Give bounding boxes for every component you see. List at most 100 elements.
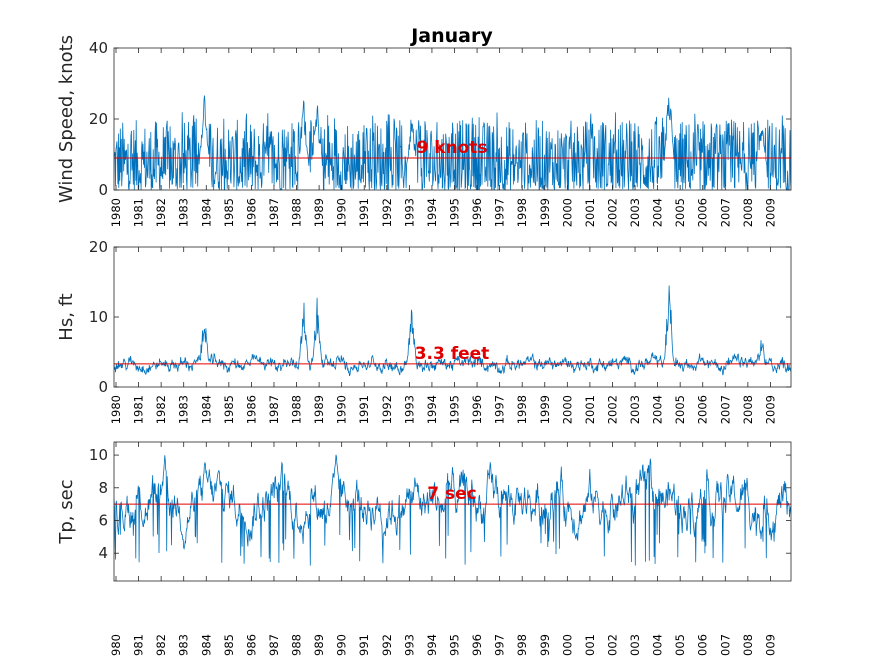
panels: 9 knots 0 20 40 Wind Speed, knots 1980 1981 198… <box>56 35 792 656</box>
xtick-label: 2000 <box>560 395 574 424</box>
ylabel-1: Wind Speed, knots <box>56 35 77 203</box>
xtick-label: 2005 <box>673 634 687 656</box>
xtick-label: 1983 <box>177 634 191 656</box>
xtick-label: 2007 <box>718 198 732 227</box>
xtick-label: 1988 <box>290 395 304 424</box>
xtick-label: 1994 <box>425 395 439 424</box>
xtick-label: 1989 <box>312 634 326 656</box>
xtick-label: 1993 <box>402 395 416 424</box>
xtick-label: 1995 <box>448 634 462 656</box>
xtick-label: 1989 <box>312 395 326 424</box>
ytick-label: 20 <box>89 110 108 128</box>
panel-1: 9 knots 0 20 40 Wind Speed, knots 1980 1981 198… <box>56 35 792 227</box>
panel-2: 3.3 feet 0 10 20 Hs, ft 1980 1981 1982 1983 1984 1… <box>56 238 792 424</box>
xtick-label: 1986 <box>244 634 258 656</box>
xtick-label: 1980 <box>109 395 123 424</box>
ytick-label: 6 <box>98 511 108 529</box>
xtick-label: 1985 <box>222 198 236 227</box>
xtick-label: 2008 <box>741 198 755 227</box>
ytick-label: 0 <box>98 181 108 199</box>
xtick-label: 1984 <box>199 634 213 656</box>
xtick-label: 2007 <box>718 395 732 424</box>
ytick-label: 8 <box>98 479 108 497</box>
xtick-label: 2008 <box>741 634 755 656</box>
xtick-label: 1997 <box>493 198 507 227</box>
xtick-label: 2000 <box>560 634 574 656</box>
xtick-label: 1993 <box>402 198 416 227</box>
xtick-label: 1998 <box>515 198 529 227</box>
ytick-label: 0 <box>98 378 108 396</box>
xtick-label: 1987 <box>267 198 281 227</box>
panel-3: 7 sec 4 6 8 10 Tp, sec 1980 1981 1982 1983 1984 198… <box>56 441 792 656</box>
xtick-label: 2006 <box>696 395 710 424</box>
xtick-label: 1984 <box>199 395 213 424</box>
xtick-label: 1999 <box>538 198 552 227</box>
xtick-label: 1985 <box>222 634 236 656</box>
ylabel-3: Tp, sec <box>56 479 77 544</box>
xtick-label: 1982 <box>154 198 168 227</box>
xtick-label: 1992 <box>380 634 394 656</box>
xtick-label: 2003 <box>628 198 642 227</box>
reference-label-2: 3.3 feet <box>415 344 490 364</box>
ytick-label: 10 <box>89 308 108 326</box>
xtick-label: 1998 <box>515 395 529 424</box>
xtick-label: 1997 <box>493 634 507 656</box>
xtick-label: 2009 <box>763 395 777 424</box>
xtick-label: 2008 <box>741 395 755 424</box>
xtick-label: 1994 <box>425 634 439 656</box>
ytick-label: 40 <box>89 39 108 57</box>
xtick-label: 1987 <box>267 395 281 424</box>
xtick-label: 1993 <box>402 634 416 656</box>
xtick-label: 1990 <box>335 634 349 656</box>
xtick-label: 1984 <box>199 198 213 227</box>
xtick-label: 1997 <box>493 395 507 424</box>
xtick-label: 1987 <box>267 634 281 656</box>
ytick-label: 20 <box>89 238 108 256</box>
chart-title: January <box>409 25 493 47</box>
xtick-label: 1995 <box>448 395 462 424</box>
reference-label-3: 7 sec <box>427 484 476 504</box>
xtick-label: 1981 <box>132 634 146 656</box>
xtick-label: 1980 <box>109 198 123 227</box>
xtick-label: 1996 <box>470 395 484 424</box>
xtick-label: 2004 <box>651 395 665 424</box>
xtick-label: 2002 <box>605 198 619 227</box>
xtick-label: 2001 <box>583 198 597 227</box>
xtick-label: 1983 <box>177 198 191 227</box>
xtick-label: 2006 <box>696 198 710 227</box>
xtick-label: 2006 <box>696 634 710 656</box>
xtick-label: 2002 <box>605 395 619 424</box>
reference-label-1: 9 knots <box>416 138 487 158</box>
xtick-label: 1996 <box>470 634 484 656</box>
xtick-label: 2005 <box>673 395 687 424</box>
xtick-label: 2005 <box>673 198 687 227</box>
xtick-label: 2007 <box>718 634 732 656</box>
xtick-label: 1986 <box>244 395 258 424</box>
xtick-label: 1994 <box>425 198 439 227</box>
xtick-label: 1981 <box>132 198 146 227</box>
xtick-label: 1991 <box>357 395 371 424</box>
xtick-label: 1989 <box>312 198 326 227</box>
xtick-label: 2009 <box>763 634 777 656</box>
xtick-label: 1999 <box>538 634 552 656</box>
xtick-label: 1986 <box>244 198 258 227</box>
ylabel-2: Hs, ft <box>56 293 77 340</box>
series-line-1 <box>114 95 791 190</box>
xtick-label: 2004 <box>651 198 665 227</box>
xtick-label: 1990 <box>335 395 349 424</box>
xtick-label: 2001 <box>583 634 597 656</box>
xtick-label: 1992 <box>380 198 394 227</box>
xtick-label: 1982 <box>154 395 168 424</box>
xtick-label: 2003 <box>628 634 642 656</box>
xtick-label: 1981 <box>132 395 146 424</box>
xtick-label: 1991 <box>357 198 371 227</box>
axes-box-3 <box>113 441 792 582</box>
xtick-label: 2001 <box>583 395 597 424</box>
ytick-label: 10 <box>89 446 108 464</box>
xtick-label: 1988 <box>290 198 304 227</box>
xtick-label: 1998 <box>515 634 529 656</box>
xtick-label: 1991 <box>357 634 371 656</box>
xtick-label: 1996 <box>470 198 484 227</box>
